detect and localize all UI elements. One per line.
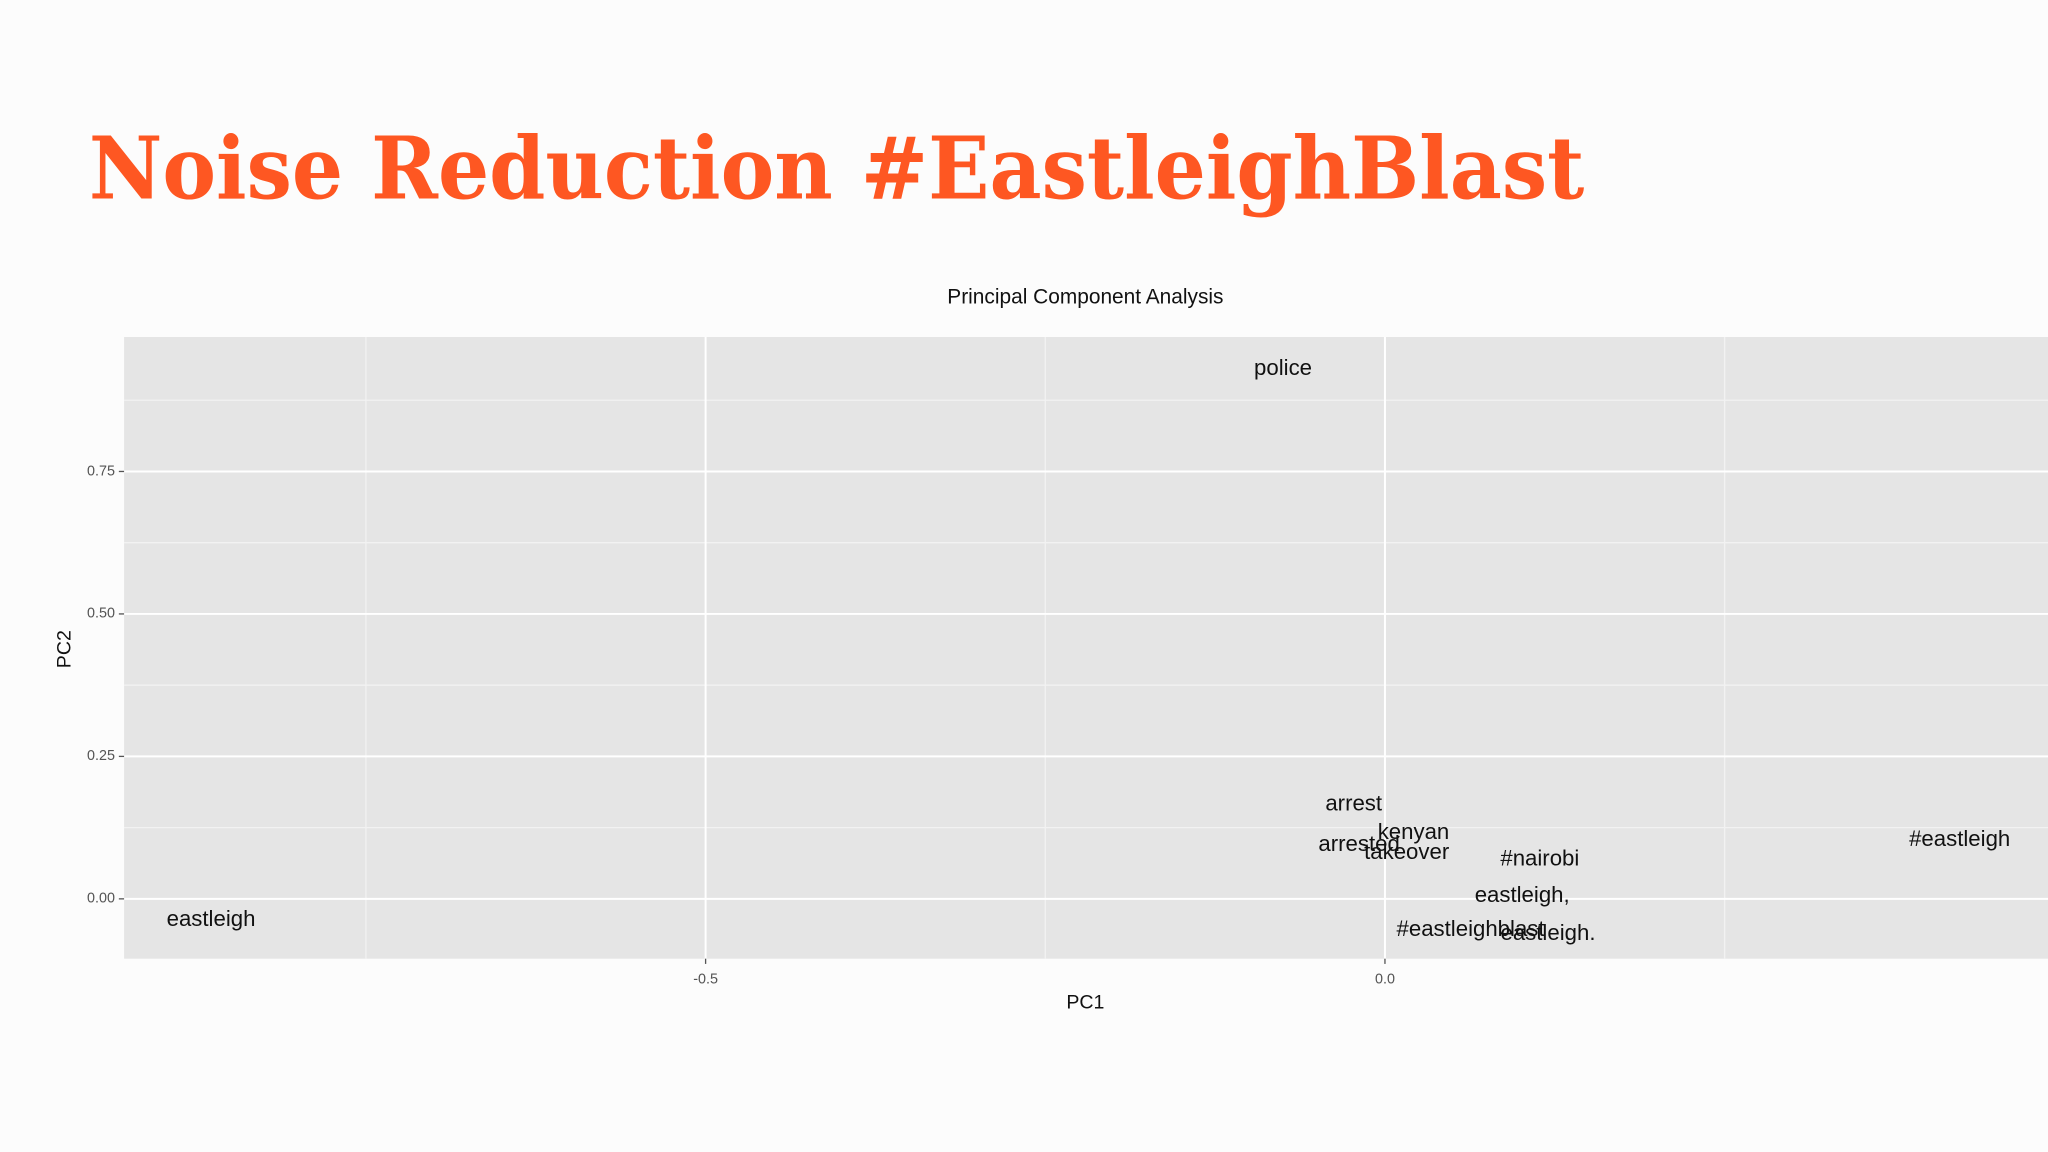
point-label: eastleigh, [1475, 882, 1570, 907]
x-tick-label: 0.0 [1375, 971, 1395, 987]
x-tick-label: -0.5 [693, 971, 718, 987]
y-tick-label: 0.50 [87, 606, 115, 622]
y-tick-label: 0.75 [87, 463, 115, 479]
point-label: #nairobi [1500, 845, 1579, 870]
point-label: eastleigh [167, 906, 256, 931]
point-label: arrest [1325, 791, 1382, 816]
point-label: eastleigh. [1501, 920, 1596, 945]
plot-panel [124, 336, 2048, 959]
slide-title: Noise Reduction #EastleighBlast [89, 119, 1585, 220]
plot-layer: -0.5 0.0 0.00 0.25 0.50 0.75 police arrest kenya… [87, 336, 2048, 987]
point-label: police [1254, 355, 1312, 380]
y-axis-label: PC2 [53, 630, 75, 668]
y-tick-label: 0.00 [87, 891, 115, 907]
point-label: takeover [1364, 839, 1450, 864]
y-tick-label: 0.25 [87, 748, 115, 764]
chart-title: Principal Component Analysis [947, 285, 1223, 308]
point-label: #eastleigh [1909, 826, 2010, 851]
point-label: kenyan [1378, 819, 1450, 844]
x-axis-label: PC1 [1066, 991, 1104, 1013]
point-label: arrested [1318, 831, 1399, 856]
point-label: #eastleighblast [1397, 916, 1545, 941]
